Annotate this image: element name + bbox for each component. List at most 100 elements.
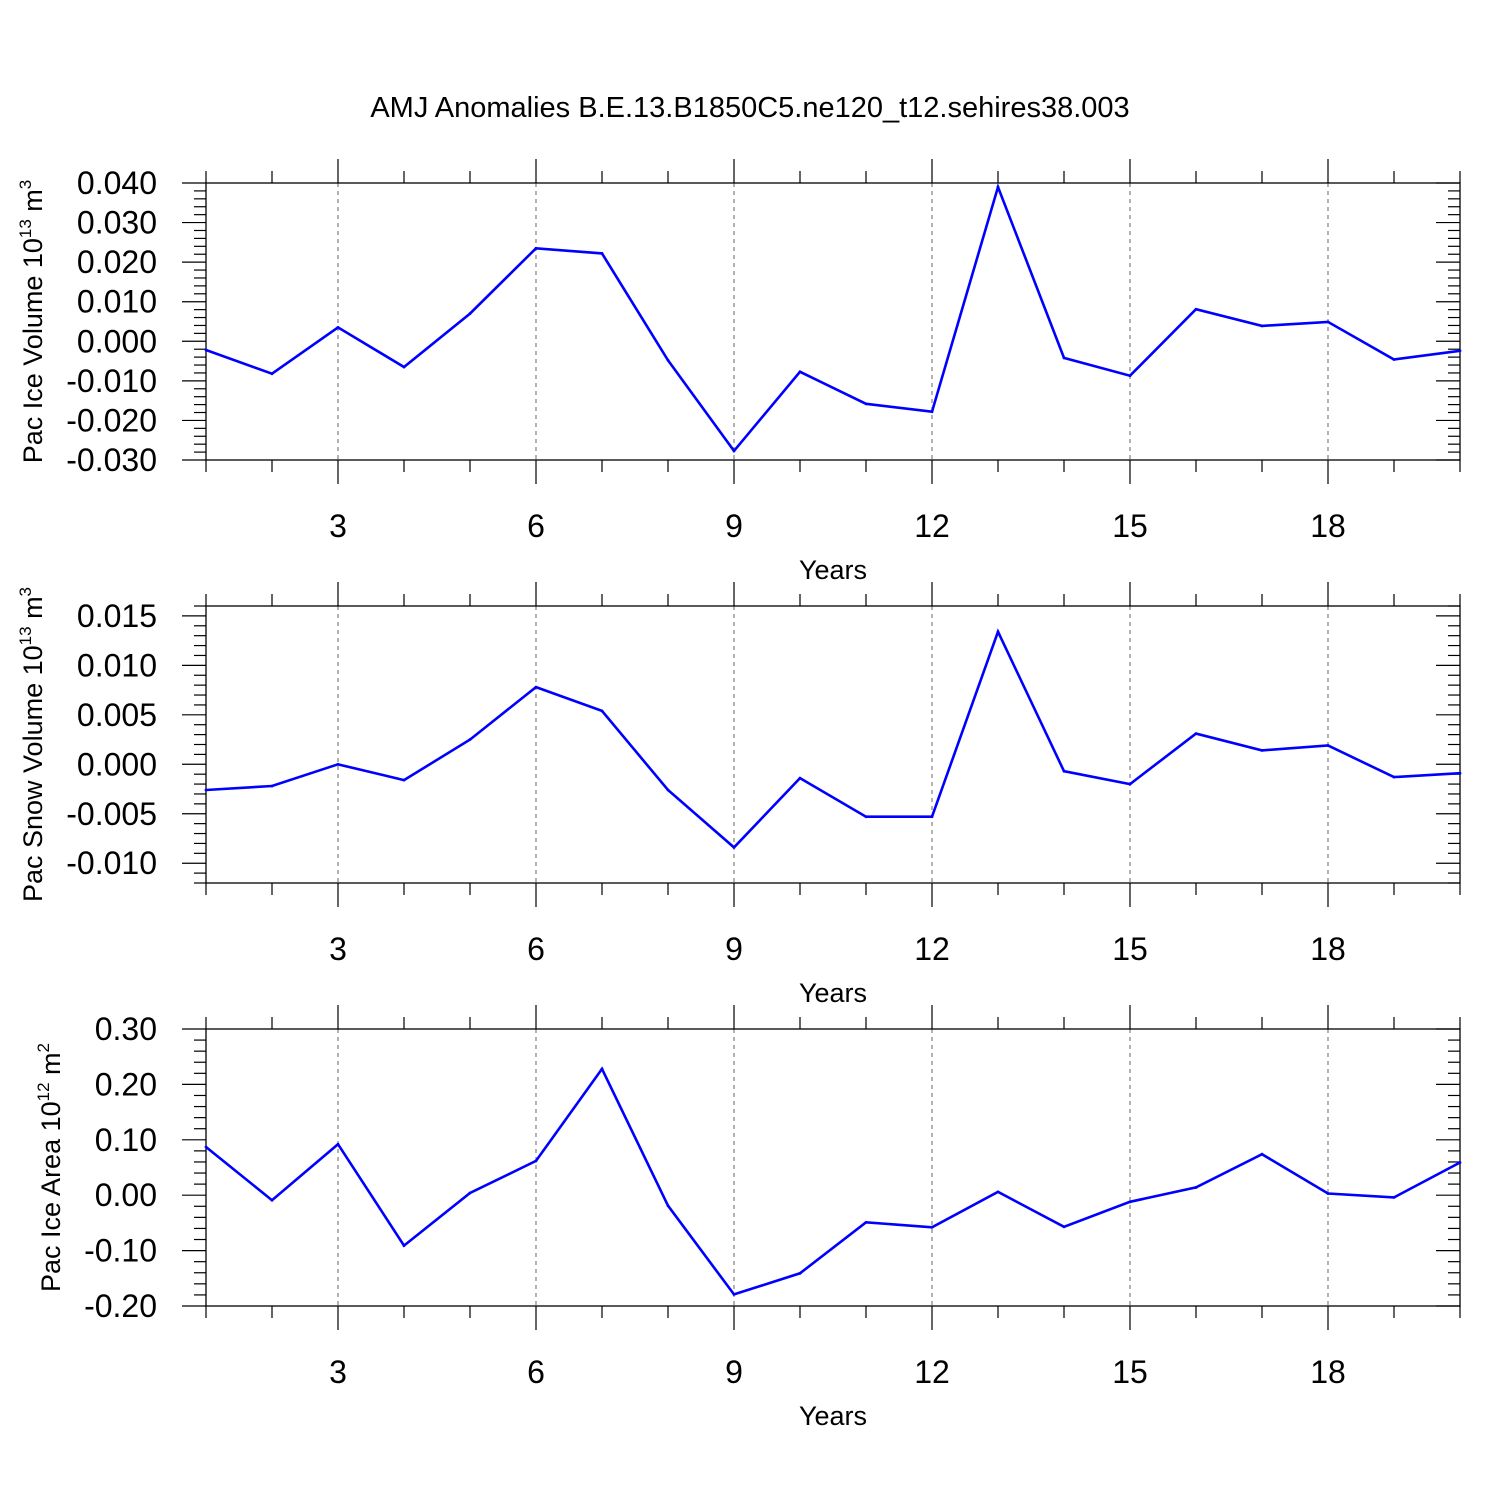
data-point	[402, 778, 406, 782]
x-tick-label: 18	[1310, 1354, 1346, 1390]
data-point	[996, 185, 1000, 189]
data-point	[732, 1292, 736, 1296]
x-tick-label: 3	[329, 508, 347, 544]
data-point	[1392, 775, 1396, 779]
x-axis-label: Years	[799, 978, 867, 1008]
y-axis-label-text: m	[36, 1052, 66, 1082]
data-point	[270, 372, 274, 376]
data-point	[732, 845, 736, 849]
data-point	[930, 410, 934, 414]
y-tick-label: 0.10	[95, 1122, 157, 1158]
y-axis-label: Pac Ice Volume 1013 m3	[16, 180, 48, 464]
y-tick-label: -0.030	[66, 442, 157, 478]
data-point	[1326, 320, 1330, 324]
data-point	[468, 312, 472, 315]
y-tick-label: 0.010	[77, 284, 157, 320]
data-point	[270, 784, 274, 788]
data-point	[666, 788, 670, 792]
y-axis-label-superscript: 3	[16, 587, 35, 596]
y-tick-label: 0.000	[77, 746, 157, 782]
data-point	[1062, 769, 1066, 773]
series-line	[205, 182, 1461, 454]
y-axis-label-superscript: 13	[16, 626, 35, 645]
y-tick-label: -0.20	[84, 1288, 157, 1324]
y-axis-label-superscript: 12	[34, 1082, 53, 1101]
y-tick-label: -0.020	[66, 402, 157, 438]
data-point	[534, 246, 538, 250]
data-point	[1128, 1200, 1132, 1204]
y-tick-label: 0.020	[77, 244, 157, 280]
y-axis-label-text: Pac Ice Volume 10	[18, 238, 48, 463]
data-point	[798, 776, 802, 780]
data-point	[1128, 374, 1132, 378]
data-point	[1392, 358, 1396, 361]
data-point	[402, 1244, 406, 1248]
x-tick-label: 18	[1310, 931, 1346, 967]
data-point	[1128, 782, 1132, 786]
data-point	[798, 370, 802, 374]
y-tick-label: -0.010	[66, 363, 157, 399]
panel-2: 3 6 9 12 15 18 Years 0.015 0.010 0.005 0.000 -0.005…	[16, 582, 1462, 1008]
data-point	[336, 326, 340, 329]
y-axis-label-text: m	[18, 189, 48, 219]
data-point	[996, 1190, 1000, 1194]
y-tick-label: 0.00	[95, 1177, 157, 1213]
panel-3: 3 6 9 12 15 18 Years 0.30 0.20 0.10 0.00 -0.10 -0.20…	[34, 1005, 1462, 1431]
y-tick-label: 0.30	[95, 1011, 157, 1047]
data-point	[1458, 1161, 1462, 1164]
x-tick-label: 9	[725, 931, 743, 967]
data-point	[732, 449, 736, 453]
data-point	[1260, 1152, 1264, 1156]
data-point	[204, 348, 208, 352]
y-axis-label-superscript: 13	[16, 219, 35, 238]
x-tick-label: 3	[329, 1354, 347, 1390]
y-tick-label: 0.010	[77, 647, 157, 683]
data-point	[666, 358, 670, 362]
x-tick-label: 6	[527, 1354, 545, 1390]
data-point	[534, 1159, 538, 1163]
data-point	[468, 1191, 472, 1195]
data-point	[864, 815, 868, 819]
x-tick-label: 15	[1112, 931, 1148, 967]
data-point	[1326, 744, 1330, 747]
y-axis-label: Pac Snow Volume 1013 m3	[16, 587, 48, 902]
x-tick-label: 9	[725, 1354, 743, 1390]
plot-frame	[205, 1028, 1461, 1307]
data-point	[1260, 749, 1264, 752]
data-point	[1458, 349, 1462, 353]
y-tick-label: -0.005	[66, 796, 157, 832]
data-point	[930, 815, 934, 819]
data-point	[996, 630, 1000, 634]
data-point	[864, 402, 868, 406]
y-tick-label: 0.015	[77, 598, 157, 634]
data-point	[600, 252, 604, 255]
series-line	[205, 628, 1461, 850]
y-tick-label: 0.005	[77, 697, 157, 733]
plot-frame	[205, 182, 1461, 461]
y-tick-label: 0.20	[95, 1066, 157, 1102]
y-tick-label: -0.10	[84, 1233, 157, 1269]
x-tick-label: 9	[725, 508, 743, 544]
data-point	[864, 1220, 868, 1224]
x-axis-label: Years	[799, 1401, 867, 1431]
x-tick-label: 6	[527, 508, 545, 544]
x-tick-label: 15	[1112, 1354, 1148, 1390]
data-point	[600, 1067, 604, 1071]
data-point	[1062, 356, 1066, 360]
x-tick-label: 12	[914, 931, 950, 967]
data-point	[1392, 1196, 1396, 1199]
data-point	[204, 1145, 208, 1149]
data-point	[1458, 771, 1462, 775]
x-tick-label: 18	[1310, 508, 1346, 544]
series-line	[205, 1066, 1461, 1296]
y-tick-label: 0.030	[77, 205, 157, 241]
data-point	[1260, 324, 1264, 328]
data-point	[1194, 1186, 1198, 1189]
plot-frame	[205, 605, 1461, 884]
y-axis-label-superscript: 3	[16, 180, 35, 189]
y-axis-label-text: m	[18, 596, 48, 626]
y-tick-label: 0.040	[77, 165, 157, 201]
